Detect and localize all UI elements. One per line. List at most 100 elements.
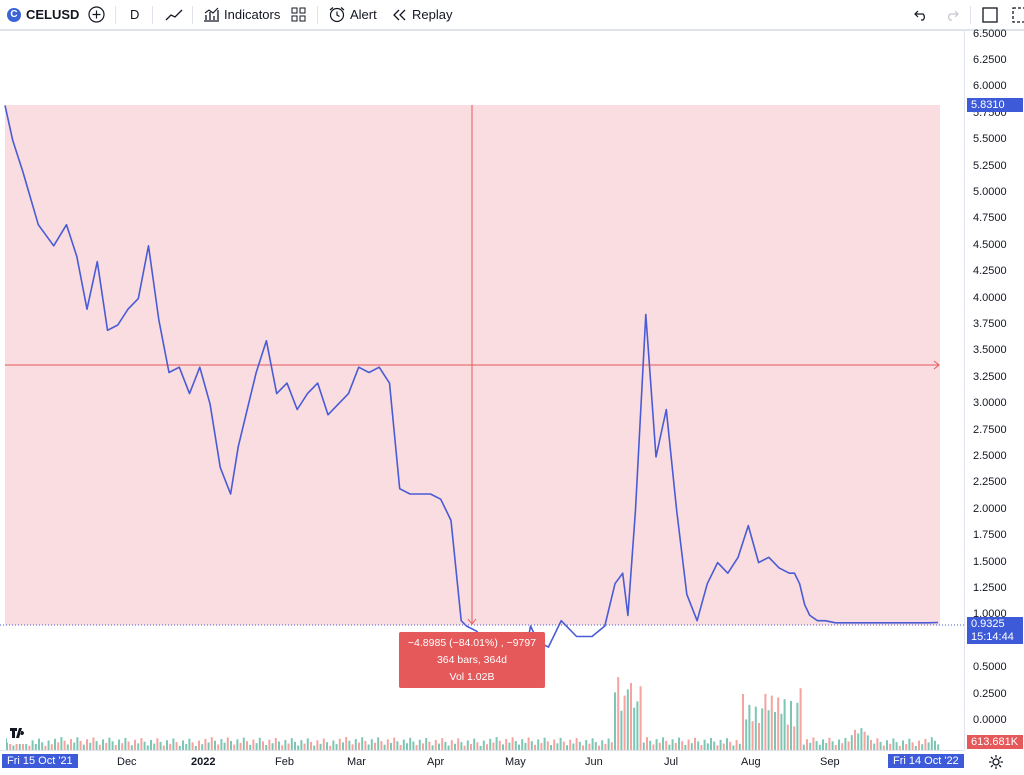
volume-bar <box>431 745 434 750</box>
volume-bar <box>335 744 338 750</box>
volume-bar <box>706 743 709 750</box>
volume-bar <box>434 740 437 750</box>
volume-bar <box>511 737 514 750</box>
toolbar-divider <box>115 6 116 24</box>
undo-button[interactable] <box>914 0 928 29</box>
volume-bar <box>342 742 344 750</box>
toolbar-divider <box>970 6 971 24</box>
time-tick-label: Jul <box>664 756 679 768</box>
volume-bar <box>674 743 677 750</box>
indicators-button[interactable]: Indicators <box>203 0 280 29</box>
price-tick-label: 6.2500 <box>973 54 1007 66</box>
volume-bar <box>127 741 130 750</box>
volume-bar <box>758 723 760 750</box>
price-tick-label: 4.2500 <box>973 265 1007 278</box>
volume-bar <box>652 744 655 750</box>
symbol-search[interactable]: C CELUSD <box>7 0 79 29</box>
volume-bar <box>393 737 396 750</box>
volume-bar <box>937 744 940 750</box>
tradingview-logo-icon[interactable] <box>7 722 31 744</box>
volume-bar <box>841 743 844 750</box>
volume-bar <box>796 702 799 750</box>
fullscreen-button[interactable] <box>982 0 998 29</box>
volume-bar <box>761 708 764 750</box>
volume-bar <box>854 729 856 750</box>
price-axis[interactable]: 6.5000 6.2500 6.0000 5.7500 5.5000 5.2500 5.00… <box>964 27 1024 750</box>
volume-bar <box>662 737 664 750</box>
volume-bar <box>169 743 172 750</box>
volume-bar <box>316 740 319 750</box>
price-tick-label: 4.7500 <box>973 212 1007 225</box>
volume-bar <box>262 741 264 750</box>
volume-bar <box>898 745 901 750</box>
volume-bar <box>364 740 367 750</box>
volume-bar <box>377 737 380 750</box>
redo-button[interactable] <box>945 0 959 29</box>
volume-bar <box>57 742 60 750</box>
layout-button[interactable] <box>291 0 306 29</box>
volume-bar <box>345 737 348 750</box>
volume-bar <box>850 735 853 750</box>
volume-bar <box>473 738 476 750</box>
volume-bar <box>860 728 863 750</box>
volume-bar <box>697 741 700 750</box>
volume-bar <box>239 742 242 750</box>
chart-type-button[interactable] <box>165 0 183 29</box>
volume-bar <box>396 741 399 750</box>
price-chart[interactable] <box>0 31 964 750</box>
volume-bar <box>166 740 168 750</box>
volume-bar <box>751 721 754 750</box>
time-axis[interactable]: Dec 2022 Feb Mar Apr May Jun Jul Aug Sep Fri 15 Oc… <box>0 750 964 774</box>
volume-bar <box>729 741 732 750</box>
price-tick-label: 2.5000 <box>973 450 1007 462</box>
price-tick-label: 6.5000 <box>973 27 1007 40</box>
volume-bar <box>828 737 831 750</box>
volume-bar <box>380 741 383 750</box>
settings-gear-icon[interactable] <box>988 754 1004 770</box>
volume-bar <box>649 740 652 750</box>
volume-bar <box>454 743 456 750</box>
alert-button[interactable]: Alert <box>328 0 377 29</box>
indicators-icon <box>204 7 219 22</box>
volume-bar <box>543 737 546 750</box>
volume-bar <box>246 741 248 750</box>
volume-bar <box>518 744 520 750</box>
volume-bar <box>620 710 623 750</box>
volume-bar <box>214 740 216 750</box>
current-price-tag: 0.9325 <box>967 616 1023 631</box>
price-tick-label: 2.7500 <box>973 423 1007 436</box>
volume-bar <box>780 713 783 750</box>
volume-bar <box>726 738 728 750</box>
volume-bar <box>338 738 341 750</box>
price-tick-label: 3.0000 <box>973 397 1007 410</box>
price-tick-label: 0.5000 <box>973 661 1007 674</box>
add-symbol-button[interactable] <box>88 0 105 29</box>
volume-bar <box>834 745 837 750</box>
time-tick-label: May <box>505 756 526 768</box>
volume-bar <box>870 740 872 750</box>
time-tick-label: 2022 <box>191 756 216 768</box>
volume-bar <box>489 738 492 750</box>
volume-bar <box>358 742 360 750</box>
volume-bar <box>665 741 668 750</box>
snapshot-button[interactable] <box>1012 0 1024 29</box>
volume-bar <box>719 739 722 750</box>
volume-bar <box>684 744 687 750</box>
volume-bar <box>351 744 354 750</box>
volume-bar <box>441 738 444 750</box>
volume-bar <box>844 737 847 750</box>
volume-bar <box>66 744 69 750</box>
interval-button[interactable]: D <box>130 7 140 22</box>
volume-bar <box>201 744 204 750</box>
volume-bar <box>210 737 213 750</box>
volume-bar <box>566 745 568 750</box>
volume-bar <box>594 742 597 750</box>
price-tick-label: 5.2500 <box>973 159 1007 172</box>
volume-bar <box>556 743 559 750</box>
volume-bar <box>418 739 421 750</box>
volume-bar <box>604 743 607 750</box>
replay-button[interactable]: Replay <box>392 0 452 29</box>
volume-bar <box>399 744 402 750</box>
volume-bar <box>521 739 524 750</box>
volume-bar <box>930 737 933 750</box>
